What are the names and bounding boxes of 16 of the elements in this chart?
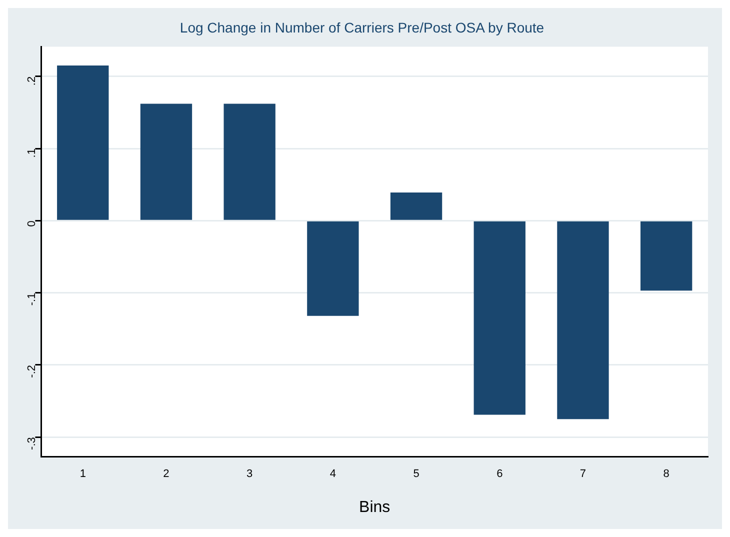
chart-title: Log Change in Number of Carriers Pre/Post OSA by Route [180, 19, 544, 36]
y-tick-label: -.1 [26, 292, 38, 306]
y-tick-label: -.3 [26, 437, 38, 450]
x-tick-label: 2 [163, 468, 170, 480]
y-tick-label: -.2 [26, 364, 38, 378]
x-tick-label: 4 [330, 468, 336, 480]
x-axis-title: Bins [359, 498, 390, 516]
x-tick-label: 6 [496, 468, 503, 480]
x-tick-label: 3 [246, 468, 253, 480]
y-tick-label: .2 [26, 76, 38, 86]
y-tick-label: .1 [26, 148, 38, 158]
x-tick-label: 5 [413, 468, 420, 480]
x-tick-label: 1 [80, 468, 86, 480]
x-tick-label: 8 [663, 468, 670, 480]
x-tick-label: 7 [580, 468, 586, 480]
y-tick-label: 0 [26, 220, 38, 227]
